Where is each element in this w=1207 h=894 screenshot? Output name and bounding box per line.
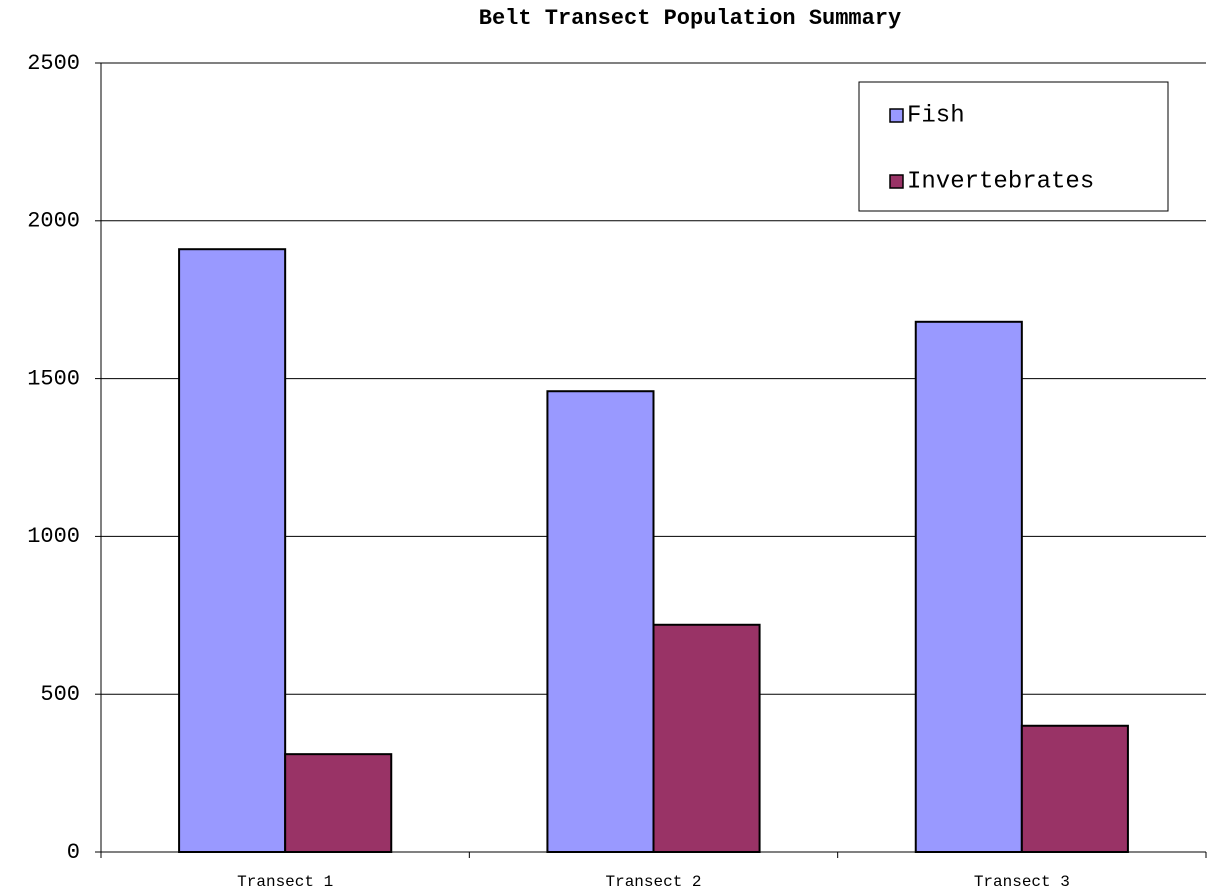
bar [652, 623, 761, 853]
y-tick-label: 1000 [27, 524, 80, 549]
legend-label: Fish [907, 102, 965, 129]
bar [178, 248, 287, 854]
x-tick-label: Transect 1 [237, 873, 333, 891]
bar [914, 320, 1023, 853]
legend-swatch [889, 174, 904, 189]
bar [546, 390, 655, 853]
y-tick-label: 500 [40, 682, 80, 707]
y-tick-label: 0 [67, 840, 80, 865]
x-tick-label: Transect 2 [605, 873, 701, 891]
legend-swatch [889, 108, 904, 123]
y-tick-label: 2000 [27, 209, 80, 234]
legend-label: Invertebrates [907, 168, 1094, 195]
bar [284, 753, 393, 853]
legend-box [858, 81, 1169, 212]
bar [1020, 724, 1129, 854]
y-tick-label: 1500 [27, 366, 80, 391]
x-tick-label: Transect 3 [974, 873, 1070, 891]
chart-title: Belt Transect Population Summary [479, 6, 901, 31]
y-tick-label: 2500 [27, 51, 80, 76]
